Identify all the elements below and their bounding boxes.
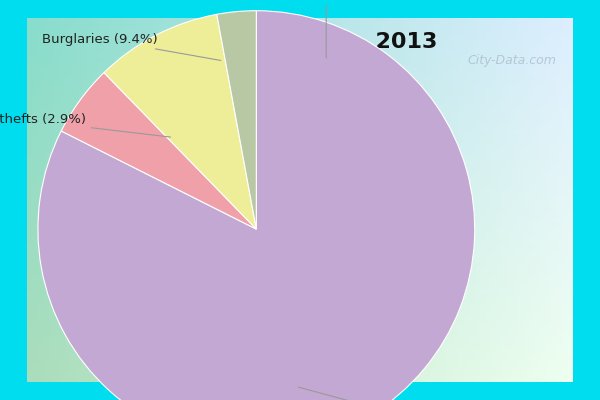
Text: Auto thefts (2.9%): Auto thefts (2.9%): [0, 114, 170, 137]
Wedge shape: [61, 73, 256, 229]
Text: Burglaries (9.4%): Burglaries (9.4%): [43, 33, 221, 60]
Wedge shape: [104, 14, 256, 229]
Text: Assaults (5.3%): Assaults (5.3%): [274, 0, 378, 58]
Text: Crimes by type - 2013: Crimes by type - 2013: [163, 32, 437, 52]
Wedge shape: [217, 11, 256, 229]
Wedge shape: [38, 11, 475, 400]
Text: Thefts (82.5%): Thefts (82.5%): [298, 387, 490, 400]
Text: City-Data.com: City-Data.com: [468, 54, 557, 67]
